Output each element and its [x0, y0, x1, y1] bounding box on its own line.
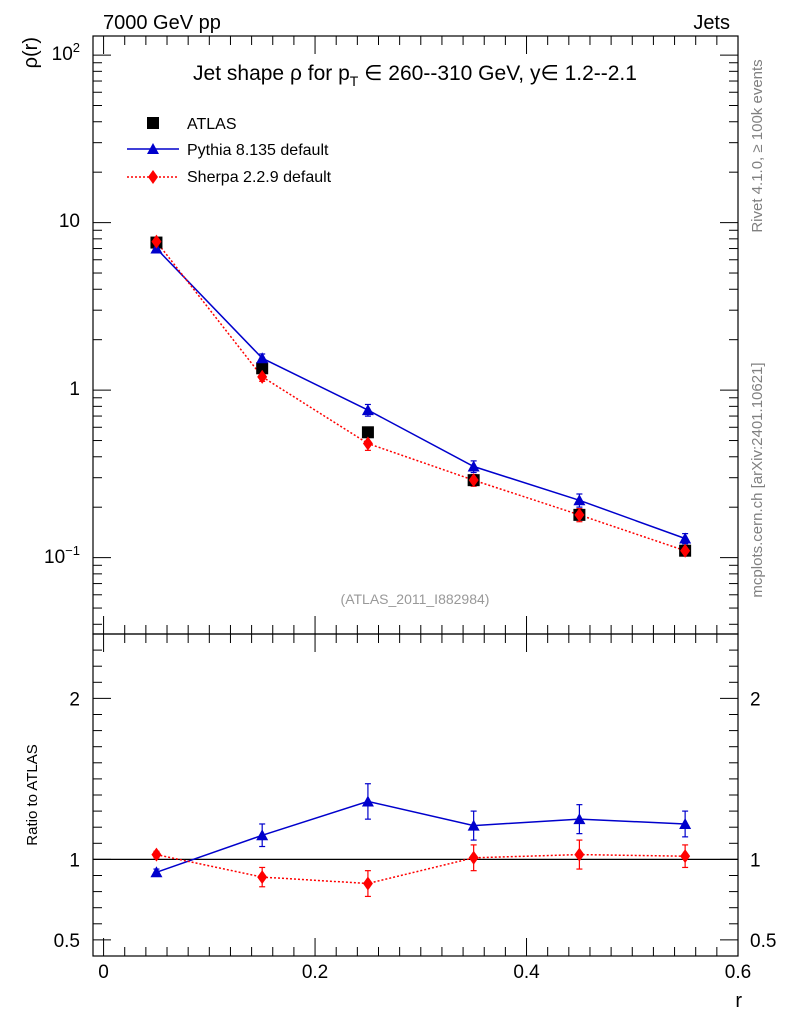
ratio-frame	[92, 633, 739, 957]
legend-marker-pythia	[147, 143, 159, 154]
ratio-ytick-label-right: 2	[750, 689, 761, 710]
main-ylabel: ρ(r)	[20, 37, 42, 68]
main-lines	[155, 241, 686, 552]
ratio-tick-labels: 0.5 0.5 1 1 2 2	[54, 689, 777, 952]
ratio-point-sherpa-2-2-9-default	[151, 847, 162, 862]
xtick-label: 0.6	[725, 962, 751, 983]
ratio-point-pythia-8-135-default	[679, 817, 692, 829]
point-pythia-8-135-default	[467, 460, 480, 472]
series-line-sherpa-2-2-9-default	[155, 241, 686, 552]
legend-marker-atlas	[147, 117, 159, 129]
ratio-point-sherpa-2-2-9-default	[257, 870, 268, 885]
analysis-watermark: (ATLAS_2011_I882984)	[341, 591, 490, 607]
ytick-label-1: 1	[69, 379, 80, 400]
point-atlas	[256, 362, 269, 375]
main-ticks	[93, 36, 739, 634]
header-left: 7000 GeV pp	[103, 12, 221, 34]
ratio-markers	[150, 795, 692, 891]
ratio-point-pythia-8-135-default	[573, 813, 586, 825]
ratio-point-pythia-8-135-default	[256, 829, 269, 841]
legend-label-sherpa: Sherpa 2.2.9 default	[187, 169, 332, 186]
header-right: Jets	[693, 12, 730, 34]
main-markers	[150, 234, 692, 558]
point-pythia-8-135-default	[573, 494, 586, 506]
legend: ATLAS Pythia 8.135 default Sherpa 2.2.9 …	[127, 116, 332, 186]
ratio-ytick-label-right: 1	[750, 850, 761, 871]
x-tick-labels: 0 0.2 0.4 0.6	[98, 962, 751, 983]
series-line-pythia-8-135-default	[155, 247, 686, 540]
ratio-point-sherpa-2-2-9-default	[468, 850, 479, 865]
ratio-line-sherpa-2-2-9-default	[156, 853, 686, 885]
chart-title: Jet shape ρ for pT ∈ 260--310 GeV, y∈ 1.…	[193, 62, 637, 89]
xtick-label: 0.4	[513, 962, 540, 983]
side-label-rivet: Rivet 4.1.0, ≥ 100k events	[749, 59, 766, 232]
legend-label-pythia: Pythia 8.135 default	[187, 142, 329, 159]
point-sherpa-2-2-9-default	[362, 436, 373, 451]
ratio-ylabel: Ratio to ATLAS	[24, 744, 41, 845]
point-sherpa-2-2-9-default	[151, 234, 162, 249]
point-sherpa-2-2-9-default	[257, 369, 268, 384]
ratio-lines	[156, 800, 686, 885]
side-label-mcplots: mcplots.cern.ch [arXiv:2401.10621]	[749, 362, 766, 597]
point-sherpa-2-2-9-default	[574, 507, 585, 522]
legend-label-atlas: ATLAS	[187, 116, 237, 133]
main-errors	[153, 238, 689, 557]
ratio-point-pythia-8-135-default	[467, 819, 480, 831]
point-pythia-8-135-default	[361, 404, 374, 416]
ratio-errors	[153, 783, 689, 898]
ratio-point-sherpa-2-2-9-default	[680, 849, 691, 864]
point-sherpa-2-2-9-default	[468, 473, 479, 488]
ratio-point-sherpa-2-2-9-default	[574, 847, 585, 862]
point-atlas	[361, 426, 374, 439]
point-sherpa-2-2-9-default	[680, 543, 691, 558]
legend-marker-sherpa	[148, 170, 158, 184]
ytick-label-0p1: 10−1	[44, 543, 80, 568]
ratio-ytick-label-right: 0.5	[750, 931, 776, 952]
point-pythia-8-135-default	[679, 532, 692, 544]
ytick-label-100: 102	[52, 40, 80, 65]
ratio-point-pythia-8-135-default	[361, 795, 374, 807]
point-pythia-8-135-default	[256, 352, 269, 364]
xlabel: r	[735, 990, 742, 1012]
ratio-ytick-label-left: 0.5	[54, 931, 80, 952]
ratio-line-pythia-8-135-default	[156, 800, 686, 874]
ytick-label-10: 10	[59, 211, 80, 232]
ratio-point-sherpa-2-2-9-default	[362, 876, 373, 891]
ratio-ytick-label-left: 1	[69, 850, 80, 871]
xtick-label: 0.2	[302, 962, 328, 983]
ratio-ticks	[93, 633, 739, 957]
ratio-point-pythia-8-135-default	[150, 866, 163, 878]
ratio-ytick-label-left: 2	[69, 689, 80, 710]
xtick-label: 0	[98, 962, 109, 983]
